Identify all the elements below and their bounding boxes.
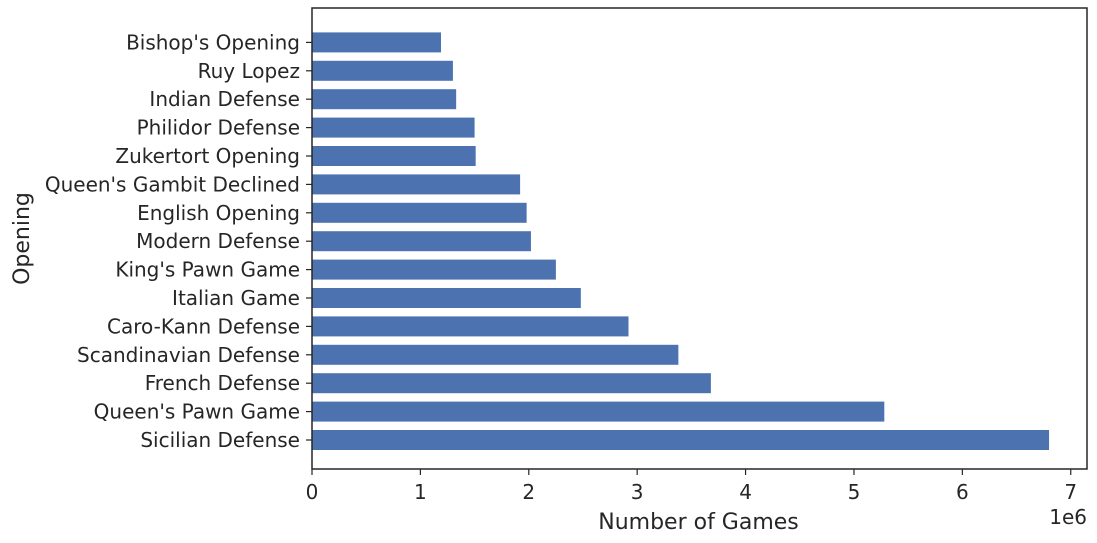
y-tick-label: Queen's Gambit Declined [45,172,300,196]
y-tick-label: Queen's Pawn Game [94,400,300,424]
bar [312,430,1050,450]
y-axis-ticks: Sicilian Defense Queen's Pawn Game French … [45,30,312,452]
bar [312,174,521,195]
bar [312,231,531,252]
bar [312,401,885,422]
bar [312,202,527,223]
x-axis-ticks: 0 1 2 3 4 5 6 7 [306,469,1077,504]
bar [312,146,476,166]
bar [312,344,679,365]
x-tick-label: 3 [631,480,644,504]
x-tick-label: 0 [306,480,319,504]
y-tick-label: Italian Game [172,286,300,310]
y-tick-label: Caro-Kann Defense [107,314,300,338]
bar [312,89,457,110]
x-tick-label: 5 [848,480,861,504]
y-tick-label: Indian Defense [149,87,300,111]
plot-frame [311,7,1088,470]
x-axis-offset-label: 1e6 [1049,505,1087,529]
y-tick-label: Ruy Lopez [198,59,300,83]
bar [312,316,629,337]
y-tick-label: Zukertort Opening [115,144,300,168]
x-tick-label: 2 [522,480,535,504]
bar [312,259,556,280]
y-tick-label: Philidor Defense [137,116,300,140]
x-axis-label: Number of Games [598,510,799,535]
x-tick-label: 4 [739,480,752,504]
x-tick-label: 6 [956,480,969,504]
bars-group [312,32,1050,450]
x-tick-label: 7 [1064,480,1077,504]
x-tick-label: 1 [414,480,427,504]
y-tick-label: Bishop's Opening [126,30,300,54]
y-tick-label: Scandinavian Defense [77,343,300,367]
y-tick-label: Modern Defense [136,229,300,253]
y-tick-label: King's Pawn Game [115,258,300,282]
bar [312,288,581,308]
y-axis-label: Opening [10,192,35,285]
bar [312,117,475,138]
y-tick-label: French Defense [145,371,300,395]
bar [312,60,453,81]
bar [312,373,711,394]
bar [312,32,441,53]
y-tick-label: Sicilian Defense [140,428,300,452]
y-tick-label: English Opening [137,201,300,225]
